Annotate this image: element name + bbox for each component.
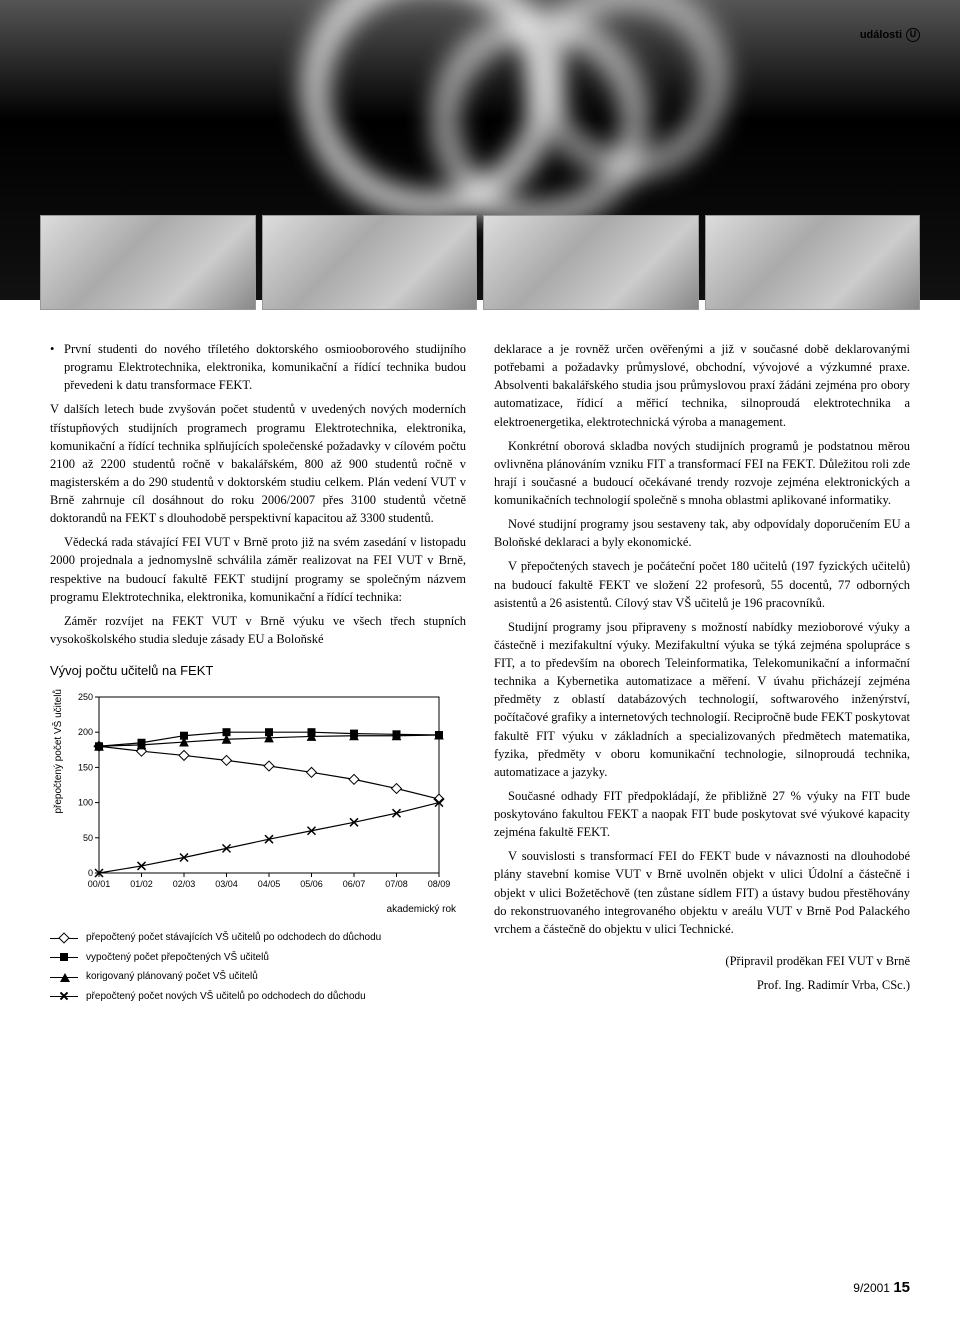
svg-text:05/06: 05/06 [300,879,323,889]
svg-text:150: 150 [77,762,92,772]
body-para: Konkrétní oborová skladba nových studijn… [494,437,910,510]
body-para: Nové studijní programy jsou sestaveny ta… [494,515,910,551]
photo-strip [40,215,920,310]
svg-text:50: 50 [82,833,92,843]
chart-title: Vývoj počtu učitelů na FEKT [50,662,466,681]
page-footer: 9/2001 15 [853,1279,910,1296]
svg-text:08/09: 08/09 [427,879,450,889]
legend-text: přepočtený počet nových VŠ učitelů po od… [86,990,366,1005]
photo-thumb [483,215,699,310]
svg-text:06/07: 06/07 [342,879,365,889]
svg-text:100: 100 [77,797,92,807]
body-para: Záměr rozvíjet na FEKT VUT v Brně výuku … [50,612,466,648]
legend-row: korigovaný plánovaný počet VŠ učitelů [50,970,466,985]
svg-text:03/04: 03/04 [215,879,238,889]
author-line: (Připravil proděkan FEI VUT v Brně [494,952,910,970]
legend-row: přepočtený počet stávajících VŠ učitelů … [50,931,466,946]
svg-text:200: 200 [77,727,92,737]
svg-text:00/01: 00/01 [87,879,110,889]
right-column: deklarace a je rovněž určen ověřenými a … [494,340,910,1009]
article-body: První studenti do nového tříletého dokto… [50,340,910,1009]
page-number: 15 [893,1279,910,1296]
svg-text:01/02: 01/02 [130,879,153,889]
body-para: deklarace a je rovněž určen ověřenými a … [494,340,910,431]
svg-text:0: 0 [87,868,92,878]
chart-block: Vývoj počtu učitelů na FEKT přepočtený p… [50,662,466,1004]
body-para: Studijní programy jsou připraveny s možn… [494,618,910,781]
legend-text: vypočtený počet přepočtených VŠ učitelů [86,951,269,966]
photo-thumb [262,215,478,310]
legend-row: přepočtený počet nových VŠ učitelů po od… [50,990,466,1005]
body-bullet: První studenti do nového tříletého dokto… [50,340,466,394]
body-para: V přepočtených stavech je počáteční poče… [494,557,910,611]
issue-number: 9/2001 [853,1281,890,1295]
photo-thumb [40,215,256,310]
body-para: V souvislosti s transformací FEI do FEKT… [494,847,910,938]
svg-text:250: 250 [77,692,92,702]
svg-text:07/08: 07/08 [385,879,408,889]
header-label-text: události [860,29,902,41]
left-column: První studenti do nového tříletého dokto… [50,340,466,1009]
chart-ylabel: přepočtený počet VŠ učitelů [50,689,67,844]
header-section-label: události U [860,28,920,42]
photo-thumb [705,215,921,310]
svg-text:04/05: 04/05 [257,879,280,889]
body-para: Vědecká rada stávající FEI VUT v Brně pr… [50,533,466,606]
author-line: Prof. Ing. Radimír Vrba, CSc.) [494,976,910,994]
body-para: V dalších letech bude zvyšován počet stu… [50,400,466,527]
header-badge-icon: U [906,28,920,42]
legend-text: přepočtený počet stávajících VŠ učitelů … [86,931,381,946]
legend-text: korigovaný plánovaný počet VŠ učitelů [86,970,258,985]
chart-xlabel: akademický rok [50,903,466,918]
body-para: Současné odhady FIT předpokládají, že př… [494,787,910,841]
svg-text:02/03: 02/03 [172,879,195,889]
chart-legend: přepočtený počet stávajících VŠ učitelů … [50,931,466,1004]
legend-row: vypočtený počet přepočtených VŠ učitelů [50,951,466,966]
chart-canvas: 0 50 100 150 200 250 00/01 01/02 02/03 03/04 04/05… [67,689,467,899]
